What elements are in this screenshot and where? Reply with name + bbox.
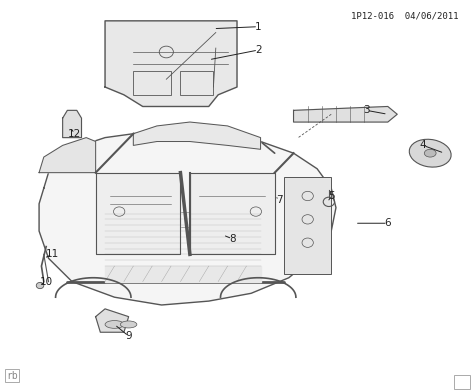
Ellipse shape: [105, 321, 124, 328]
Text: 1P12-016  04/06/2011: 1P12-016 04/06/2011: [351, 11, 458, 20]
Text: rb: rb: [6, 371, 18, 381]
Text: 12: 12: [68, 129, 81, 139]
Polygon shape: [190, 172, 275, 254]
Bar: [133, 71, 171, 95]
Text: 10: 10: [40, 277, 53, 287]
Polygon shape: [63, 111, 82, 138]
Bar: [454, 375, 470, 388]
Text: 1: 1: [255, 22, 262, 32]
Circle shape: [36, 282, 44, 289]
Text: 2: 2: [255, 45, 262, 55]
Polygon shape: [39, 138, 96, 172]
Polygon shape: [39, 130, 336, 305]
Text: 8: 8: [229, 234, 236, 244]
Text: 11: 11: [46, 249, 59, 260]
Bar: [284, 176, 331, 274]
Polygon shape: [133, 122, 261, 149]
Polygon shape: [96, 172, 181, 254]
Ellipse shape: [120, 321, 137, 328]
Text: 5: 5: [328, 191, 335, 201]
Polygon shape: [96, 309, 128, 332]
Text: 7: 7: [276, 195, 283, 205]
Polygon shape: [293, 107, 397, 122]
Text: 9: 9: [125, 331, 132, 341]
Text: 4: 4: [420, 140, 427, 151]
Text: 6: 6: [384, 218, 391, 228]
Polygon shape: [105, 21, 237, 107]
Ellipse shape: [409, 139, 451, 167]
Ellipse shape: [424, 149, 436, 157]
Text: 3: 3: [363, 105, 370, 115]
Polygon shape: [105, 266, 261, 281]
Bar: [181, 71, 213, 95]
